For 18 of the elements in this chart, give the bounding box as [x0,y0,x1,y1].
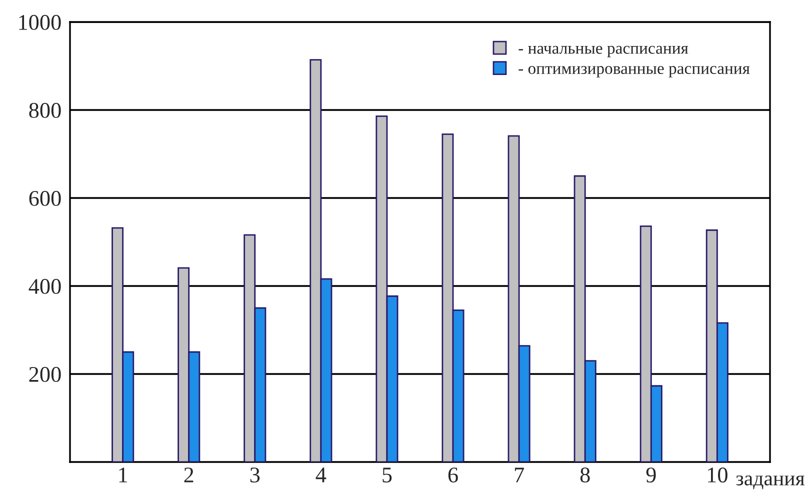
legend-label: - оптимизированные расписания [518,66,750,78]
x-tick-label: 9 [646,468,656,482]
x-tick-label: 10 [708,468,728,482]
x-tick-label: 6 [448,468,458,482]
x-tick-label: 2 [184,468,194,482]
y-tick-label: 200 [29,366,61,382]
y-tick-label: 1000 [19,14,61,30]
y-tick-label: 800 [29,102,61,118]
y-tick-label: 600 [29,190,61,206]
x-tick-label: 5 [382,468,392,482]
x-tick-label: 3 [250,468,260,482]
x-tick-label: 4 [316,468,326,482]
x-tick-label: 8 [580,468,590,482]
x-tick-label: 1 [119,468,128,482]
x-tick-label: 7 [514,468,524,482]
x-axis-title: задания [736,475,804,490]
y-tick-label: 400 [28,278,61,294]
legend-label: - начальные расписания [518,46,688,58]
